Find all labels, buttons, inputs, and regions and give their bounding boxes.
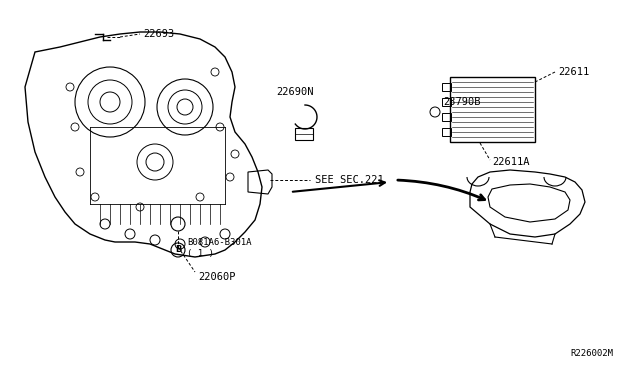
Text: 22060P: 22060P [198, 272, 236, 282]
Text: 23790B: 23790B [443, 97, 481, 107]
Text: R226002M: R226002M [570, 350, 613, 359]
Text: 22690N: 22690N [276, 87, 314, 97]
Text: B: B [175, 246, 181, 254]
Text: SEE SEC.221: SEE SEC.221 [315, 175, 384, 185]
Text: 22693: 22693 [143, 29, 174, 39]
Text: 22611A: 22611A [492, 157, 529, 167]
Text: 22611: 22611 [558, 67, 589, 77]
Text: B081A6-B301A
( 1 ): B081A6-B301A ( 1 ) [187, 238, 252, 258]
